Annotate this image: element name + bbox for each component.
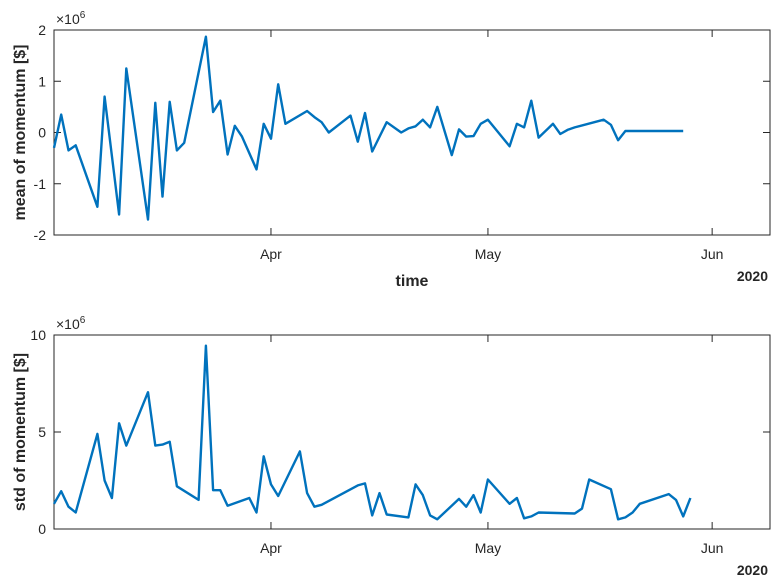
chart1-series-line-1 [52,35,684,221]
chart1-x-tick-label: Apr [260,246,282,262]
chart2-x-tick-label: Jun [701,540,724,556]
chart1-y-tick-label: -1 [34,176,47,192]
chart2-y-tick-label: 5 [38,424,46,440]
chart1-x-tick-label: May [475,246,501,262]
chart2-year-label: 2020 [737,562,768,578]
chart1-x-axis-label: time [396,273,429,290]
chart1-y-axis-label: mean of momentum [$] [12,44,29,220]
chart1-y-tick-label: 2 [38,22,46,38]
chart2-y-tick-label: 0 [38,521,46,537]
chart2-y-tick-label: 10 [30,327,46,343]
chart1-x-tick-label: Jun [701,246,724,262]
chart1-y-tick-label: 1 [38,73,46,89]
chart2-exponent-label: ×106 [56,315,86,332]
chart1-year-label: 2020 [737,268,768,284]
chart2-x-tick-label: Apr [260,540,282,556]
chart2-x-tick-label: May [475,540,501,556]
chart1-y-tick-label: -2 [34,227,47,243]
chart1-axes-box [53,29,771,236]
chart2-series-line-1 [52,344,692,521]
chart1-y-tick-label: 0 [38,125,46,141]
chart1-exponent-label: ×106 [56,10,86,27]
chart2-y-axis-label: std of momentum [$] [12,353,29,511]
